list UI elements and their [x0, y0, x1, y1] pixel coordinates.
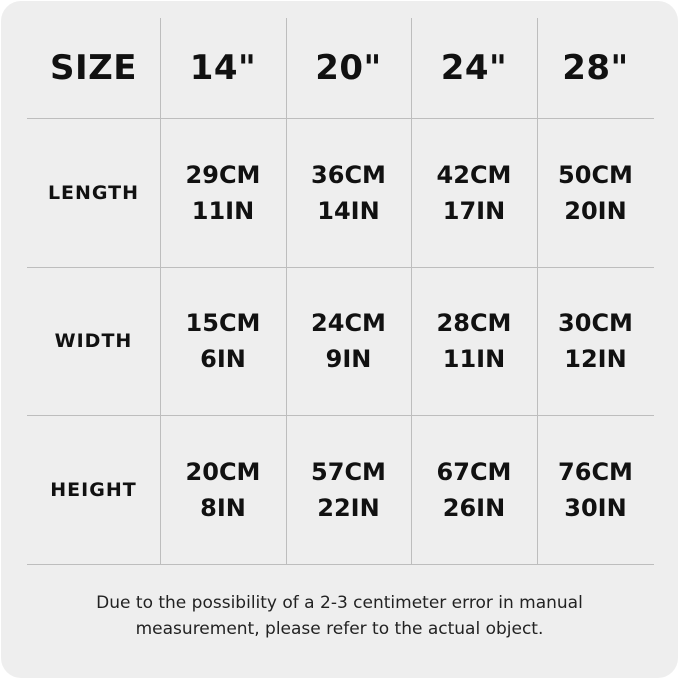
row-label-text: LENGTH — [47, 181, 140, 204]
value-in: 26IN — [442, 493, 506, 522]
value-in: 14IN — [317, 196, 380, 225]
value-in: 6IN — [200, 345, 246, 373]
grid-line-vertical — [160, 18, 161, 564]
grid-line-horizontal — [27, 564, 654, 565]
value-in: 8IN — [200, 493, 246, 522]
value-cm: 29CM — [185, 160, 261, 189]
note-line-2: measurement, please refer to the actual … — [135, 619, 544, 639]
value-in: 9IN — [325, 345, 372, 373]
table-cell: 57CM 22IN — [286, 415, 411, 564]
row-label-text: WIDTH — [54, 330, 133, 352]
header-text: 28" — [562, 48, 629, 88]
value-cm: 42CM — [436, 160, 512, 189]
grid-line-horizontal — [27, 118, 654, 119]
grid-line-horizontal — [27, 415, 654, 416]
grid-line-horizontal — [27, 267, 654, 268]
row-label-text: HEIGHT — [50, 478, 137, 501]
value-in: 11IN — [442, 345, 506, 373]
measurement-note: Due to the possibility of a 2-3 centimet… — [0, 590, 679, 642]
value-cm: 67CM — [436, 457, 512, 486]
value-in: 12IN — [564, 345, 627, 373]
value-in: 20IN — [564, 196, 627, 225]
header-text: 14" — [189, 48, 257, 88]
value-cm: 15CM — [185, 309, 261, 337]
header-size-option: 24" — [411, 18, 537, 118]
value-cm: 36CM — [311, 160, 386, 189]
value-cm: 30CM — [558, 309, 633, 337]
row-label: WIDTH — [27, 267, 160, 415]
row-label: LENGTH — [27, 118, 160, 267]
table-cell: 67CM 26IN — [411, 415, 537, 564]
table-cell: 42CM 17IN — [411, 118, 537, 267]
grid-line-vertical — [537, 18, 538, 564]
value-cm: 57CM — [311, 457, 386, 486]
value-cm: 24CM — [311, 309, 386, 337]
table-cell: 28CM 11IN — [411, 267, 537, 415]
value-cm: 76CM — [558, 457, 633, 486]
header-size: SIZE — [27, 18, 160, 118]
table-cell: 24CM 9IN — [286, 267, 411, 415]
table-cell: 30CM 12IN — [537, 267, 654, 415]
value-in: 11IN — [191, 196, 255, 225]
value-in: 30IN — [564, 493, 627, 522]
table-cell: 29CM 11IN — [160, 118, 286, 267]
grid-line-vertical — [411, 18, 412, 564]
header-size-option: 28" — [537, 18, 654, 118]
note-line-1: Due to the possibility of a 2-3 centimet… — [96, 593, 583, 613]
value-cm: 28CM — [436, 309, 512, 337]
header-size-option: 20" — [286, 18, 411, 118]
header-text: 24" — [440, 48, 508, 88]
table-cell: 20CM 8IN — [160, 415, 286, 564]
value-in: 22IN — [317, 493, 380, 522]
size-table: SIZE 14" 20" 24" 28" LENGTH 29CM 11IN 36CM 14IN 42… — [27, 18, 654, 565]
header-text: 20" — [315, 48, 382, 88]
table-cell: 15CM 6IN — [160, 267, 286, 415]
table-cell: 50CM 20IN — [537, 118, 654, 267]
value-in: 17IN — [442, 196, 506, 225]
header-size-option: 14" — [160, 18, 286, 118]
grid-line-vertical — [286, 18, 287, 564]
row-label: HEIGHT — [27, 415, 160, 564]
table-cell: 76CM 30IN — [537, 415, 654, 564]
table-cell: 36CM 14IN — [286, 118, 411, 267]
value-cm: 20CM — [185, 457, 261, 486]
header-text: SIZE — [49, 48, 138, 88]
value-cm: 50CM — [558, 160, 633, 189]
